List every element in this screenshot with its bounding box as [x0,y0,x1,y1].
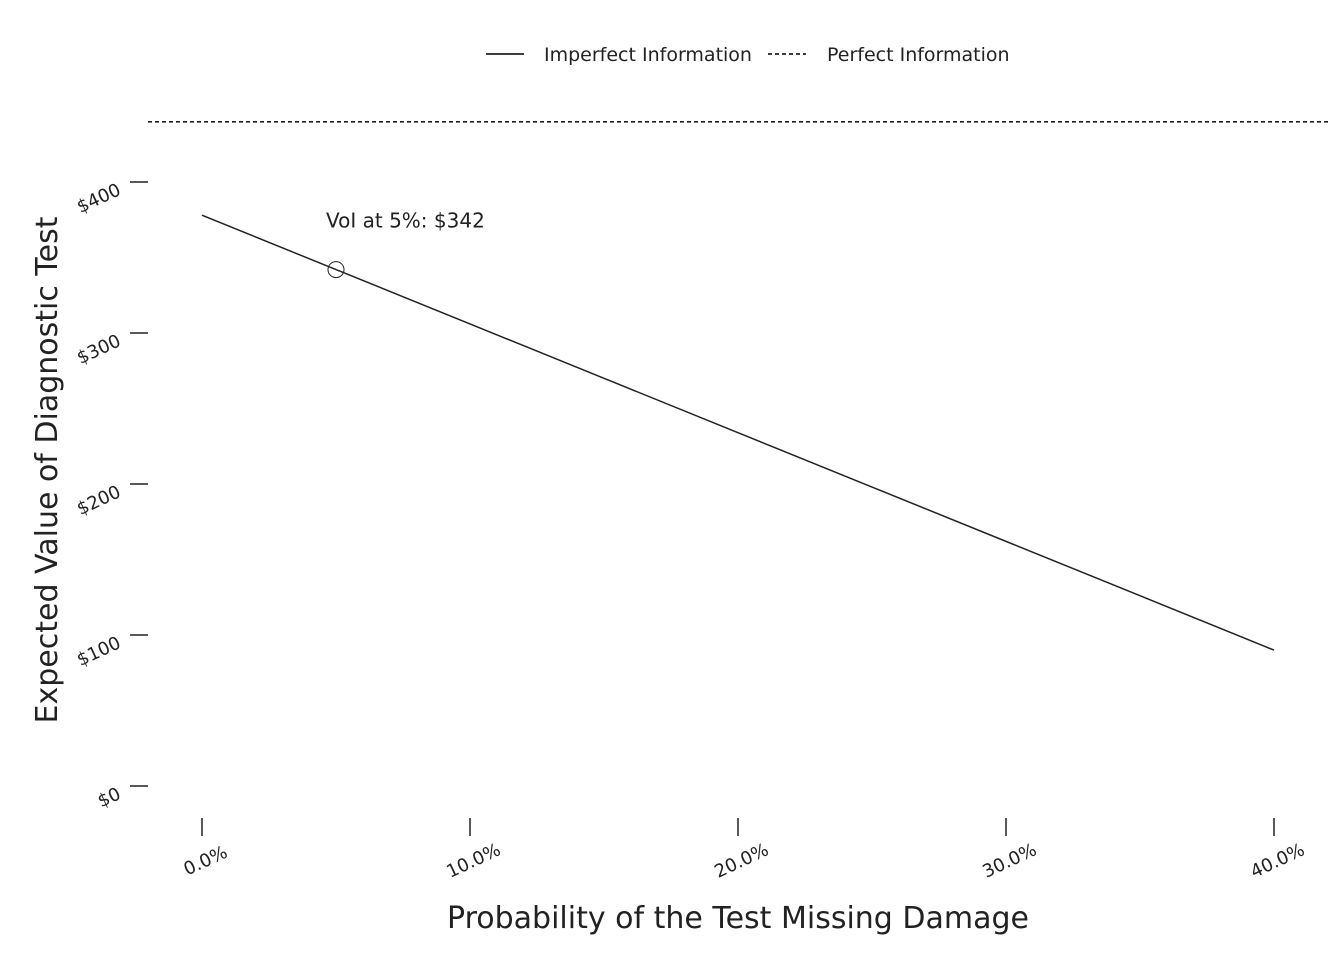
x-axis: 0.0% 10.0% 20.0% 30.0% 40.0% [181,818,1308,883]
series-line-imperfect-information [201,214,1275,651]
x-tick-label: 30.0% [979,839,1040,882]
legend: Imperfect Information Perfect Information [486,44,1010,66]
y-tick-label: $200 [74,481,124,519]
y-tick-label: $300 [74,330,124,368]
y-tick-label: $100 [74,632,124,670]
x-tick-label: 0.0% [181,842,231,880]
x-axis-title: Probability of the Test Missing Damage [447,901,1029,936]
y-axis-title: Expected Value of Diagnostic Test [30,216,65,723]
plot-area: VoI at 5%: $342 [148,121,1330,651]
x-tick-label: 20.0% [711,839,772,882]
y-tick-label: $400 [74,179,124,217]
annotation-label: VoI at 5%: $342 [326,209,485,233]
legend-label: Imperfect Information [544,44,752,66]
x-tick-label: 40.0% [1247,839,1308,882]
legend-label: Perfect Information [827,44,1010,66]
x-tick-label: 10.0% [443,839,504,882]
annotation-marker [327,261,345,279]
y-tick-label: $0 [94,783,124,812]
y-axis: $0 $100 $200 $300 $400 [74,179,148,812]
